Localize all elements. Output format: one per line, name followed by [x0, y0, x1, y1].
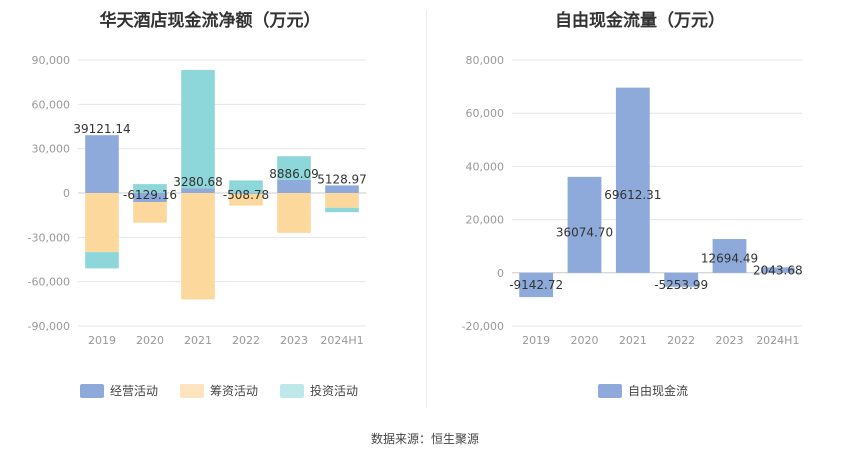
bar-0-2-4: [277, 156, 311, 180]
x-tick-label-1-2: 2021: [619, 334, 647, 347]
legend-item-fcf[interactable]: 自由现金流: [598, 382, 688, 399]
y-tick-label-0-2: 30,000: [32, 143, 71, 156]
bar-0-1-2: [181, 193, 215, 300]
bar-1-0-1: [567, 176, 602, 273]
x-tick-label-1-4: 2023: [716, 334, 744, 347]
x-tick-label-0-4: 2023: [280, 334, 308, 347]
bar-0-0-3: [229, 193, 263, 194]
bar-0-2-0: [85, 252, 119, 269]
x-tick-label-0-5: 2024H1: [320, 334, 363, 347]
data-label-1-3: -5253.99: [654, 278, 708, 292]
x-tick-label-1-1: 2020: [571, 334, 599, 347]
y-tick-label-1-0: 80,000: [466, 54, 505, 67]
bar-0-1-0: [85, 193, 119, 253]
y-tick-label-0-0: 90,000: [32, 54, 71, 67]
x-tick-label-0-3: 2022: [232, 334, 260, 347]
x-tick-label-1-3: 2022: [667, 334, 695, 347]
y-tick-label-0-1: 60,000: [32, 98, 71, 111]
bar-1-0-5: [760, 267, 795, 273]
data-source: 数据来源：恒生聚源: [370, 432, 479, 446]
data-label-1-5: 2043.68: [753, 264, 803, 278]
legend-item-investing[interactable]: 投资活动: [280, 382, 358, 399]
x-tick-label-0-2: 2021: [184, 334, 212, 347]
data-label-1-2: 69612.31: [604, 188, 661, 202]
chart-title-left: 华天酒店现金流净额（万元）: [99, 11, 321, 31]
bar-0-0-1: [133, 193, 167, 203]
bar-0-0-0: [85, 135, 119, 193]
legend-label-financing: 筹资活动: [210, 384, 259, 398]
x-tick-label-1-0: 2019: [522, 334, 550, 347]
legend-left: 经营活动 筹资活动 投资活动: [80, 382, 358, 399]
y-tick-label-1-5: -20,000: [462, 320, 504, 333]
y-tick-label-0-6: -90,000: [28, 320, 70, 333]
bar-0-0-5: [325, 185, 359, 193]
chart-title-right: 自由现金流量（万元）: [555, 11, 725, 31]
y-tick-label-0-3: 0: [63, 187, 70, 200]
legend-label-investing: 投资活动: [310, 384, 359, 398]
legend-swatch-fcf: [598, 383, 622, 398]
y-tick-label-1-1: 60,000: [466, 107, 505, 120]
data-label-1-4: 12694.49: [701, 252, 758, 266]
legend-right: 自由现金流: [598, 382, 688, 399]
bar-0-1-5: [325, 193, 359, 208]
bar-1-0-0: [519, 272, 554, 298]
bar-0-2-5: [325, 207, 359, 213]
data-label-1-1: 36074.70: [556, 225, 613, 239]
bar-0-2-2: [181, 69, 215, 189]
data-label-0-0: 39121.14: [73, 122, 130, 136]
y-tick-label-0-4: -30,000: [28, 231, 70, 244]
data-label-1-0: -9142.72: [509, 278, 563, 292]
bar-0-1-3: [229, 193, 263, 206]
legend-swatch-financing: [180, 383, 205, 398]
bar-0-1-4: [277, 193, 311, 233]
legend-label-operating: 经营活动: [110, 384, 159, 398]
data-label-0-2: 3280.68: [173, 175, 223, 189]
x-tick-label-1-5: 2024H1: [756, 334, 799, 347]
legend-swatch-investing: [280, 383, 305, 398]
legend-swatch-operating: [80, 383, 104, 398]
bar-0-0-2: [181, 188, 215, 193]
data-label-0-3: -508.78: [223, 188, 269, 202]
y-tick-label-1-3: 20,000: [466, 214, 505, 227]
bar-1-0-3: [664, 272, 699, 287]
chart-divider: [426, 10, 427, 408]
bar-0-1-1: [133, 202, 167, 223]
legend-item-financing[interactable]: 筹资活动: [180, 382, 258, 399]
x-tick-label-0-1: 2020: [136, 334, 164, 347]
bar-0-2-3: [229, 180, 263, 193]
x-tick-label-0-0: 2019: [88, 334, 116, 347]
data-label-0-1: -6129.16: [123, 188, 177, 202]
bar-1-0-4: [712, 239, 747, 273]
y-tick-label-1-4: 0: [497, 267, 504, 280]
legend-label-fcf: 自由现金流: [628, 384, 689, 398]
legend-item-operating[interactable]: 经营活动: [80, 382, 158, 399]
bar-0-2-1: [133, 184, 167, 193]
y-tick-label-1-2: 40,000: [466, 160, 505, 173]
y-tick-label-0-5: -60,000: [28, 276, 70, 289]
bar-0-0-4: [277, 179, 311, 193]
bar-1-0-2: [615, 87, 650, 273]
data-label-0-5: 5128.97: [317, 172, 367, 186]
data-label-0-4: 8886.09: [269, 167, 319, 181]
